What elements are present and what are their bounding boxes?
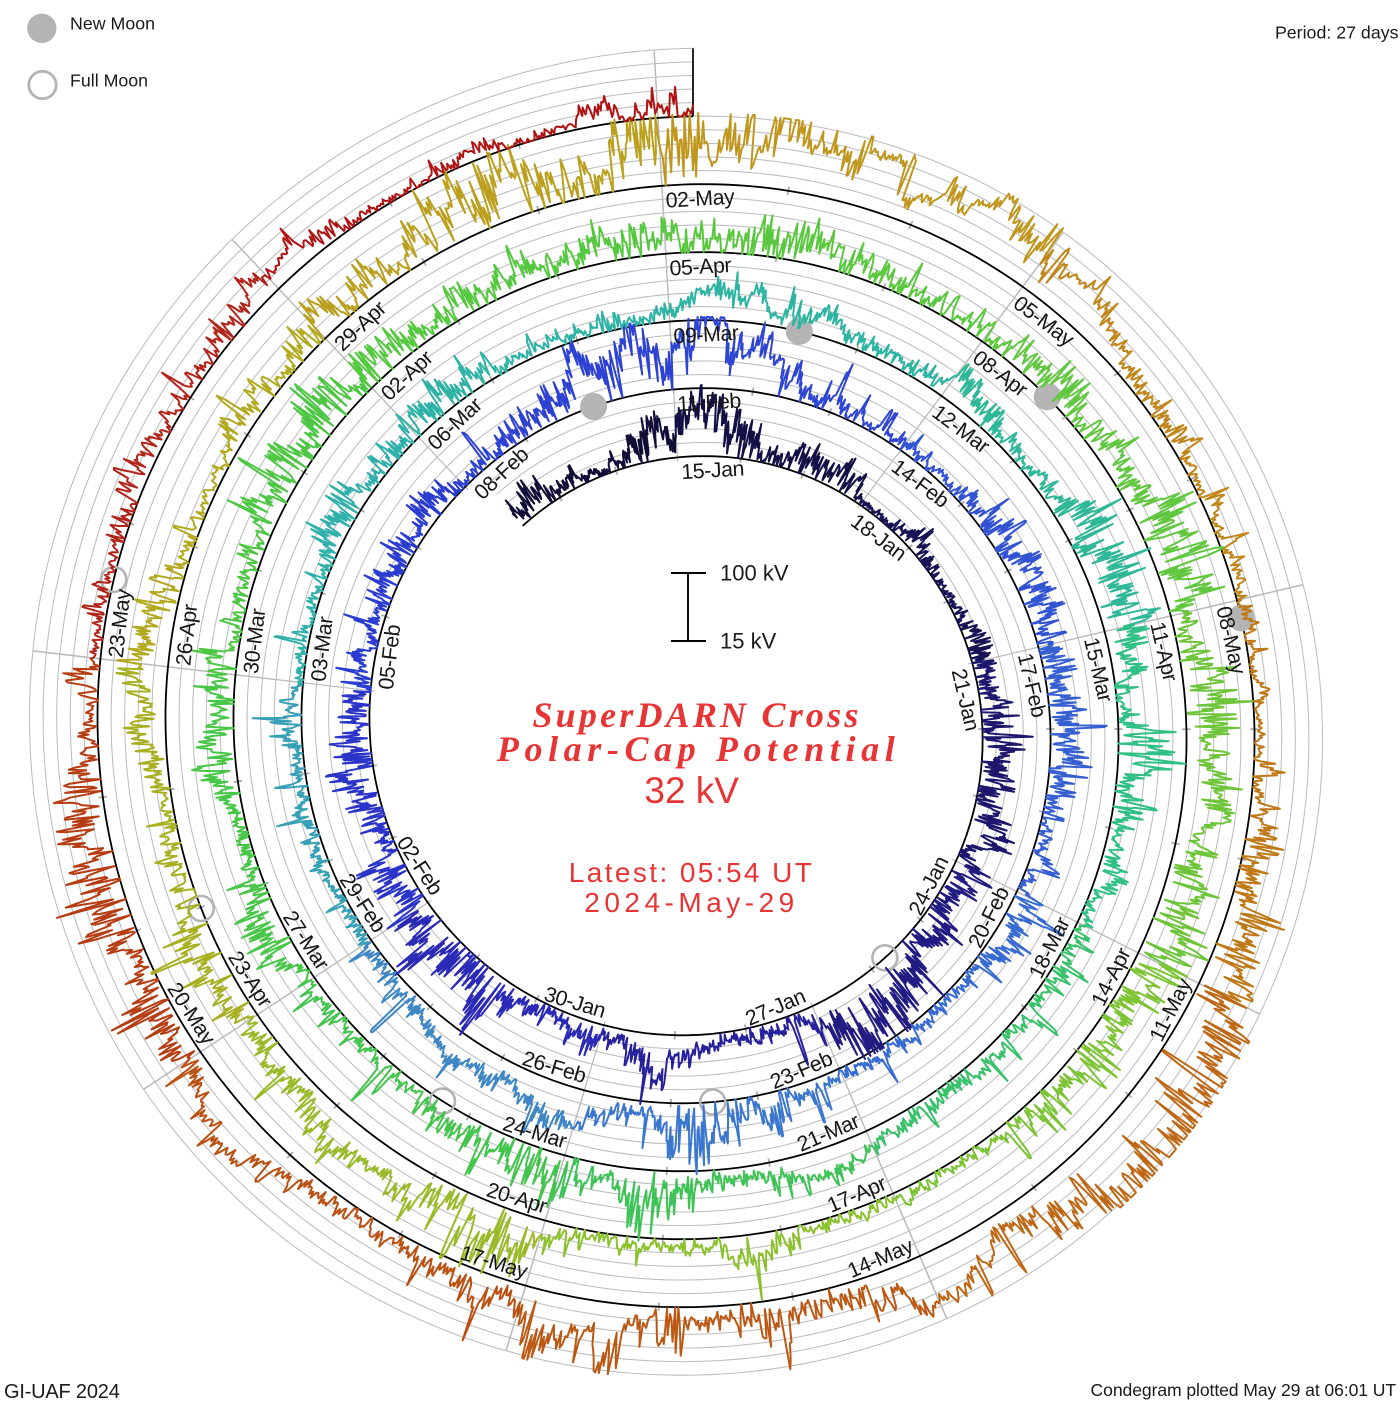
svg-text:02-May: 02-May bbox=[665, 185, 736, 213]
svg-text:32 kV: 32 kV bbox=[644, 770, 739, 811]
svg-text:05-Apr: 05-Apr bbox=[669, 253, 732, 281]
svg-text:Polar-Cap Potential: Polar-Cap Potential bbox=[496, 729, 900, 769]
svg-text:GI-UAF 2024: GI-UAF 2024 bbox=[4, 1381, 120, 1400]
svg-text:15 kV: 15 kV bbox=[720, 629, 777, 654]
svg-text:New Moon: New Moon bbox=[70, 14, 155, 34]
svg-text:11-Feb: 11-Feb bbox=[677, 389, 742, 417]
svg-text:Full Moon: Full Moon bbox=[70, 70, 148, 90]
svg-text:Latest: 05:54 UT: Latest: 05:54 UT bbox=[569, 857, 814, 888]
svg-text:100 kV: 100 kV bbox=[720, 561, 789, 586]
svg-text:Period: 27 days: Period: 27 days bbox=[1275, 23, 1399, 43]
svg-text:2024-May-29: 2024-May-29 bbox=[584, 887, 798, 918]
svg-text:SuperDARN Cross: SuperDARN Cross bbox=[532, 695, 861, 735]
svg-text:09-Mar: 09-Mar bbox=[673, 321, 740, 349]
svg-text:Condegram plotted May 29 at 06: Condegram plotted May 29 at 06:01 UT bbox=[1091, 1380, 1397, 1400]
svg-text:15-Jan: 15-Jan bbox=[681, 457, 745, 485]
